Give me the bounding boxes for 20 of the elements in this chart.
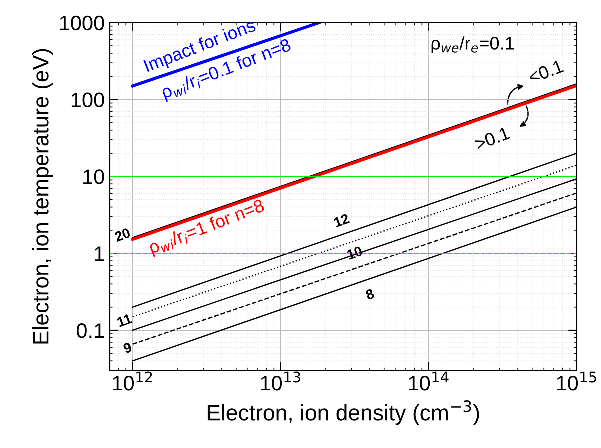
y-tick-label: 100 [72, 92, 104, 108]
annotation: <0.1 [528, 60, 564, 84]
x-tick-label: 10$^{12}$ [113, 372, 152, 391]
y-tick-label: 1000 [60, 16, 104, 31]
y-axis-title: Electron, ion temperature (eV) [32, 49, 54, 344]
annotation: 11 [116, 314, 133, 328]
y-tick-label: 0.1 [76, 324, 104, 338]
x-tick-label: 10$^{13}$ [261, 372, 300, 391]
y-tick-label: 1 [95, 246, 104, 262]
annotation: ρ$_{we}$/r$_{e}$=0.1 [432, 36, 514, 54]
annotation: 12 [334, 214, 350, 228]
annotation: 8 [365, 288, 376, 300]
annotation: >0.1 [474, 126, 510, 151]
x-tick-label: 10$^{15}$ [557, 372, 596, 391]
x-axis-title: Electron, ion density (cm$^{−3}$) [208, 400, 480, 426]
y-tick-label: 10 [84, 170, 104, 184]
x-tick-label: 10$^{14}$ [409, 372, 449, 391]
annotation: 20 [114, 228, 132, 242]
annotation: ρ$_{wi}$/r$_{i}$=1 for n=8 [148, 198, 266, 258]
annotation: 9 [122, 342, 133, 354]
